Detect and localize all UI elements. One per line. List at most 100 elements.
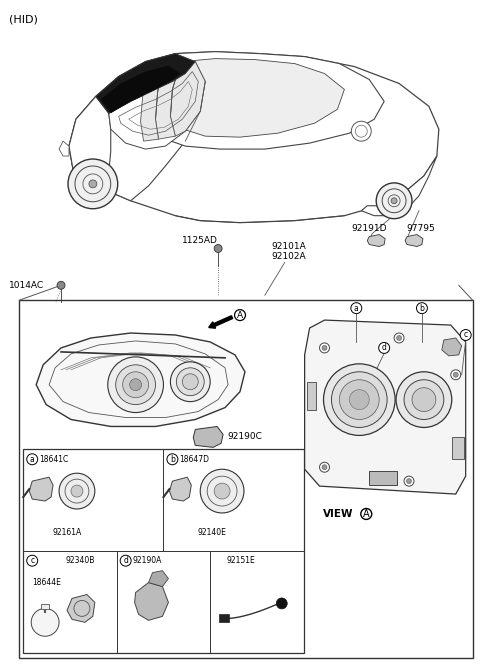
Text: 92102A: 92102A [272,252,306,261]
Text: A: A [363,509,370,519]
Circle shape [394,333,404,343]
Circle shape [59,473,95,509]
Circle shape [453,372,458,377]
Text: 92101A: 92101A [272,242,307,251]
Circle shape [170,362,210,401]
Polygon shape [59,141,69,156]
Circle shape [31,608,59,636]
Text: d: d [123,556,128,565]
Polygon shape [305,320,466,494]
Circle shape [404,380,444,419]
Circle shape [182,374,198,389]
Text: b: b [170,455,175,464]
Circle shape [89,180,97,188]
Circle shape [57,281,65,289]
Circle shape [200,469,244,513]
Bar [452,438,464,460]
Circle shape [120,555,131,566]
Polygon shape [109,62,205,149]
Text: c: c [464,330,468,339]
Circle shape [176,368,204,395]
Circle shape [407,478,411,484]
Circle shape [349,389,369,409]
Circle shape [27,454,37,465]
Bar [23,450,304,653]
Circle shape [332,372,387,427]
Bar [219,614,229,622]
Text: a: a [30,455,35,464]
Polygon shape [169,477,192,501]
Text: 92191D: 92191D [351,224,387,233]
Polygon shape [36,333,245,426]
Polygon shape [158,52,384,149]
Polygon shape [367,235,385,246]
Circle shape [412,388,436,411]
Circle shape [417,302,427,314]
Circle shape [351,121,371,141]
Polygon shape [193,426,223,448]
Circle shape [130,379,142,391]
Text: 92161A: 92161A [52,529,82,537]
Circle shape [167,454,178,465]
Polygon shape [69,96,111,193]
Circle shape [68,159,118,209]
Circle shape [322,345,327,351]
Polygon shape [156,60,185,139]
Polygon shape [134,583,168,620]
Polygon shape [67,595,95,622]
Polygon shape [175,59,344,137]
Bar [369,471,397,485]
Circle shape [71,485,83,497]
Text: A: A [237,310,243,320]
Circle shape [214,483,230,499]
Polygon shape [141,60,166,141]
Polygon shape [101,66,180,113]
Circle shape [108,357,164,413]
Bar [307,382,315,409]
Text: 18647D: 18647D [180,455,209,464]
Circle shape [235,310,245,320]
Circle shape [451,370,461,380]
Bar [19,300,473,658]
Circle shape [351,302,362,314]
Polygon shape [405,235,423,246]
Bar [41,604,49,609]
Circle shape [361,508,372,519]
Polygon shape [170,60,205,136]
Polygon shape [442,338,462,356]
Circle shape [376,183,412,219]
Text: 1014AC: 1014AC [9,281,45,290]
Text: 97795: 97795 [406,224,435,233]
Polygon shape [29,477,53,501]
Circle shape [391,198,397,204]
FancyArrow shape [209,316,233,328]
Text: a: a [354,304,359,312]
Polygon shape [69,52,439,223]
Circle shape [396,335,402,341]
Circle shape [396,372,452,427]
Polygon shape [69,54,205,201]
Text: 92190C: 92190C [227,432,262,441]
Text: VIEW: VIEW [323,509,353,519]
Circle shape [404,476,414,486]
Circle shape [379,343,390,353]
Circle shape [27,555,37,566]
Text: 18641C: 18641C [39,455,69,464]
Circle shape [320,462,329,472]
Circle shape [324,364,395,436]
Circle shape [276,598,287,609]
Circle shape [339,380,379,419]
Text: 18644E: 18644E [32,578,61,587]
Circle shape [123,372,148,397]
Text: b: b [420,304,424,312]
Circle shape [320,343,329,353]
Text: 92190A: 92190A [132,556,162,565]
Circle shape [322,465,327,470]
Text: 92340B: 92340B [65,556,95,565]
Circle shape [116,365,156,405]
Text: d: d [382,343,386,353]
Circle shape [214,245,222,252]
Text: (HID): (HID) [9,15,38,25]
Text: 92151E: 92151E [226,556,255,565]
Polygon shape [148,571,168,587]
